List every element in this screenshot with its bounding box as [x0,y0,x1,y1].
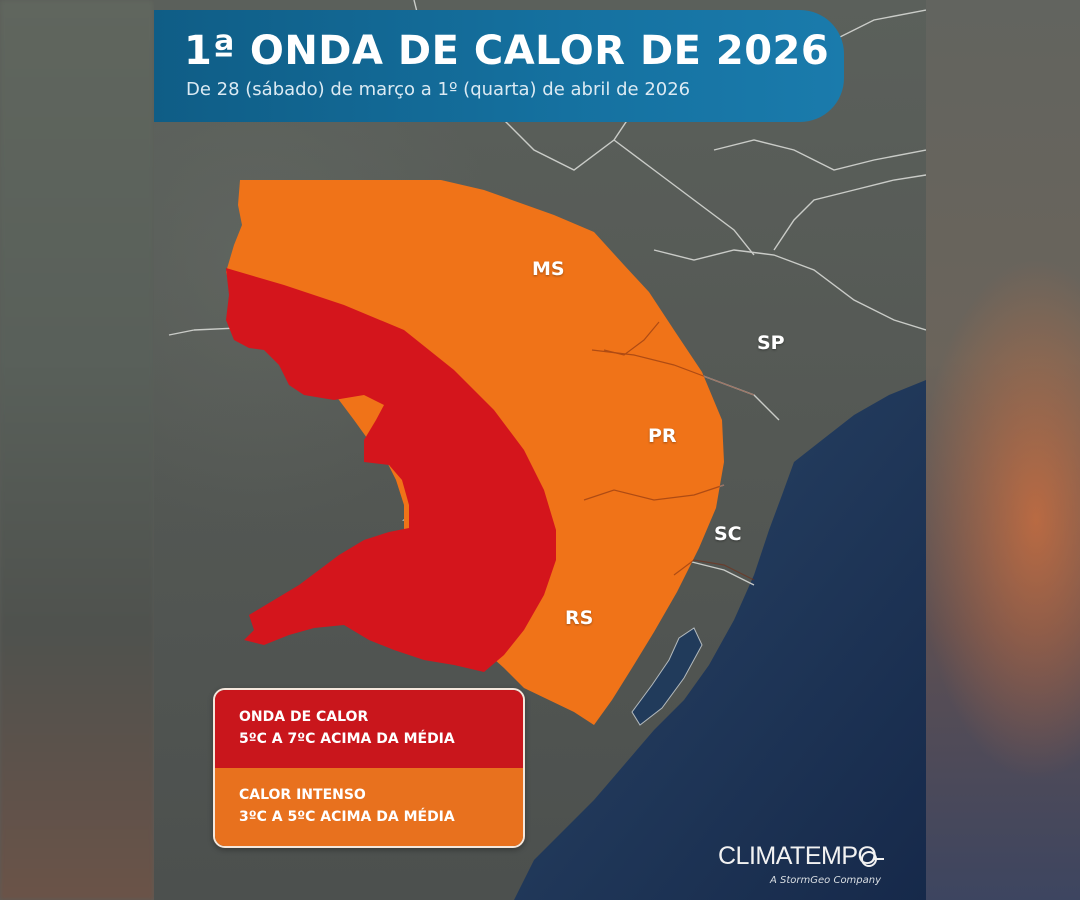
legend-intense-heat-title: CALOR INTENSO [239,787,366,803]
state-label-pr: PR [648,425,677,447]
state-label-sc: SC [714,523,742,545]
atlantic-ocean [514,380,926,900]
lagoa-dos-patos [631,627,703,726]
left-blur-background [0,0,154,900]
state-label-ms: MS [532,258,565,280]
state-label-rs: RS [565,607,594,629]
legend-heatwave-title: ONDA DE CALOR [239,709,369,725]
title-banner: 1ª ONDA DE CALOR DE 2026 De 28 (sábado) … [154,10,844,122]
map-panel: 1ª ONDA DE CALOR DE 2026 De 28 (sábado) … [154,0,926,900]
legend-heatwave: ONDA DE CALOR 5ºC A 7ºC ACIMA DA MÉDIA [215,690,523,768]
heatwave-zone [226,268,556,672]
map-legend: ONDA DE CALOR 5ºC A 7ºC ACIMA DA MÉDIA C… [213,688,525,848]
logo-tagline: A StormGeo Company [770,875,882,886]
climatempo-logo: CLIMATEMPO A StormGeo Company [718,842,898,892]
state-borders-over-zones [583,321,755,581]
legend-intense-heat: CALOR INTENSO 3ºC A 5ºC ACIMA DA MÉDIA [215,768,523,846]
legend-intense-heat-description: 3ºC A 5ºC ACIMA DA MÉDIA [239,809,455,825]
state-label-sp: SP [757,332,785,354]
map-title: 1ª ONDA DE CALOR DE 2026 [184,28,830,74]
logo-name: CLIMATEMPO [718,842,877,870]
map-subtitle: De 28 (sábado) de março a 1º (quarta) de… [186,79,691,100]
logo-arrow-icon [861,851,884,867]
legend-heatwave-description: 5ºC A 7ºC ACIMA DA MÉDIA [239,731,455,747]
right-blur-background [926,0,1080,900]
